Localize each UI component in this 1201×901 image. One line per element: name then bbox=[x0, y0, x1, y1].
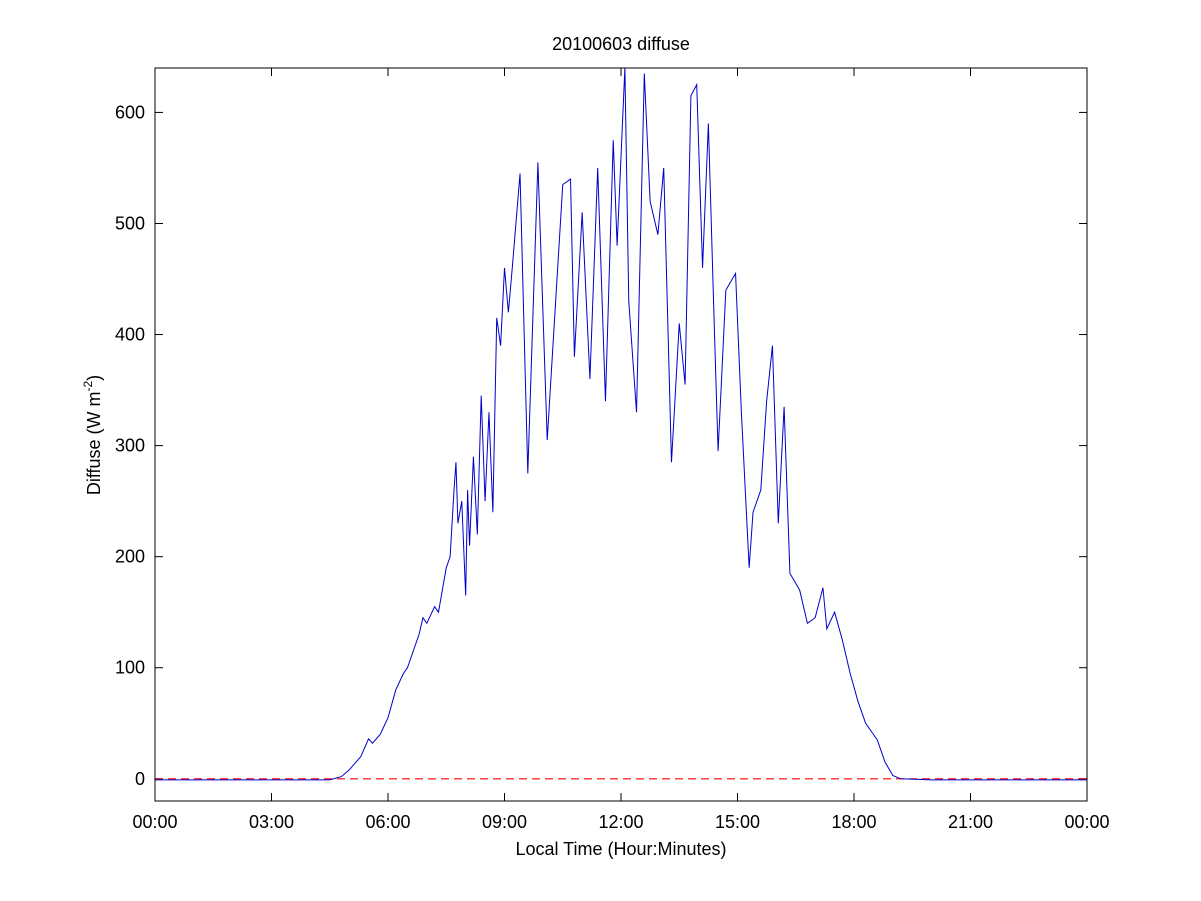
x-tick-label: 15:00 bbox=[715, 812, 760, 832]
x-tick-label: 18:00 bbox=[831, 812, 876, 832]
x-axis-label: Local Time (Hour:Minutes) bbox=[515, 839, 726, 859]
x-tick-label: 06:00 bbox=[365, 812, 410, 832]
y-tick-label: 0 bbox=[135, 769, 145, 789]
x-tick-label: 00:00 bbox=[1064, 812, 1109, 832]
y-tick-label: 500 bbox=[115, 213, 145, 233]
x-tick-label: 12:00 bbox=[598, 812, 643, 832]
y-tick-label: 200 bbox=[115, 547, 145, 567]
y-axis-label: Diffuse (W m-2) bbox=[81, 375, 104, 495]
x-tick-label: 09:00 bbox=[482, 812, 527, 832]
x-tick-label: 00:00 bbox=[132, 812, 177, 832]
chart-title: 20100603 diffuse bbox=[552, 34, 690, 54]
y-tick-label: 100 bbox=[115, 658, 145, 678]
data-line bbox=[155, 67, 1087, 781]
y-tick-label: 400 bbox=[115, 325, 145, 345]
plot-frame bbox=[154, 67, 1088, 802]
y-axis-label-main: Diffuse (W m bbox=[84, 391, 104, 495]
x-tick-label: 03:00 bbox=[249, 812, 294, 832]
y-tick-label: 600 bbox=[115, 102, 145, 122]
y-axis-label-sup: -2 bbox=[81, 380, 95, 391]
y-axis-label-end: ) bbox=[84, 375, 104, 381]
y-tick-label: 300 bbox=[115, 436, 145, 456]
x-tick-label: 21:00 bbox=[948, 812, 993, 832]
